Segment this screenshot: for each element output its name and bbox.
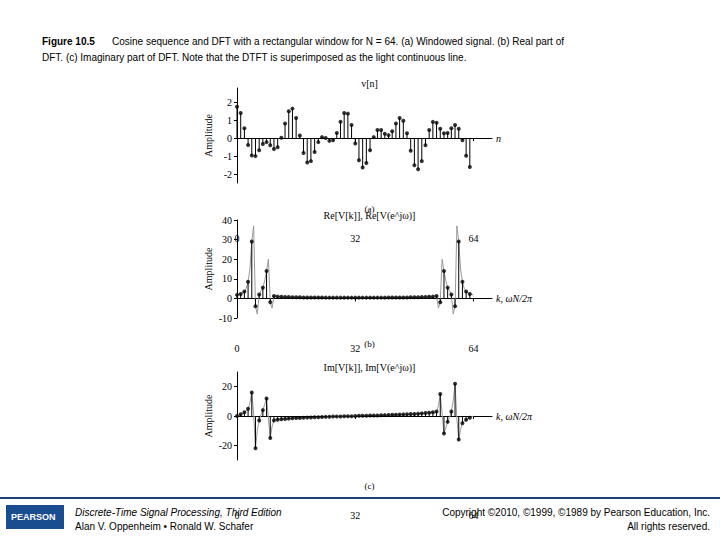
svg-text:v[n]: v[n] bbox=[361, 78, 378, 89]
svg-text:0: 0 bbox=[235, 510, 240, 521]
svg-text:32: 32 bbox=[350, 510, 360, 521]
svg-text:32: 32 bbox=[350, 233, 360, 244]
svg-text:(c): (c) bbox=[365, 481, 375, 491]
svg-text:0: 0 bbox=[227, 293, 232, 304]
svg-text:64: 64 bbox=[469, 510, 479, 521]
svg-text:k, ωN/2π: k, ωN/2π bbox=[496, 411, 533, 422]
svg-text:30: 30 bbox=[222, 234, 232, 245]
svg-text:-1: -1 bbox=[224, 151, 232, 162]
svg-text:64: 64 bbox=[469, 233, 479, 244]
svg-text:1: 1 bbox=[227, 115, 232, 126]
svg-text:Im[V[k]], Im[V(e^jω)]: Im[V[k]], Im[V(e^jω)] bbox=[324, 362, 416, 374]
svg-text:k, ωN/2π: k, ωN/2π bbox=[496, 293, 533, 304]
svg-text:20: 20 bbox=[222, 254, 232, 265]
svg-text:Discrete-Time Signal Processin: Discrete-Time Signal Processing, Third E… bbox=[75, 507, 282, 518]
svg-text:Amplitude: Amplitude bbox=[203, 394, 214, 437]
svg-text:Copyright ©2010, ©1999, ©1989: Copyright ©2010, ©1999, ©1989 by Pearson… bbox=[442, 507, 710, 518]
svg-text:Amplitude: Amplitude bbox=[203, 247, 214, 290]
svg-text:Cosine sequence and DFT with a: Cosine sequence and DFT with a rectangul… bbox=[112, 36, 564, 47]
svg-text:64: 64 bbox=[469, 343, 479, 354]
svg-text:Re[V[k]], Re[V(e^jω)]: Re[V[k]], Re[V(e^jω)] bbox=[324, 210, 416, 222]
svg-text:-20: -20 bbox=[219, 440, 232, 451]
svg-text:10: 10 bbox=[222, 273, 232, 284]
svg-text:-2: -2 bbox=[224, 169, 232, 180]
svg-text:0: 0 bbox=[227, 133, 232, 144]
svg-text:2: 2 bbox=[227, 97, 232, 108]
svg-text:n: n bbox=[496, 133, 501, 144]
svg-text:20: 20 bbox=[222, 381, 232, 392]
svg-text:0: 0 bbox=[227, 411, 232, 422]
svg-text:32: 32 bbox=[350, 343, 360, 354]
svg-text:Alan V. Oppenheim • Ronald W.: Alan V. Oppenheim • Ronald W. Schafer bbox=[75, 521, 254, 532]
svg-text:(a): (a) bbox=[364, 203, 375, 214]
svg-text:40: 40 bbox=[222, 215, 232, 226]
svg-text:Amplitude: Amplitude bbox=[203, 114, 214, 157]
svg-text:All rights reserved.: All rights reserved. bbox=[627, 521, 710, 532]
svg-text:0: 0 bbox=[235, 233, 240, 244]
svg-text:-10: -10 bbox=[219, 313, 232, 324]
svg-text:0: 0 bbox=[235, 343, 240, 354]
svg-text:(b): (b) bbox=[364, 339, 375, 349]
svg-text:Figure 10.5: Figure 10.5 bbox=[42, 36, 95, 47]
svg-text:DFT. (c) Imaginary part of DFT: DFT. (c) Imaginary part of DFT. Note tha… bbox=[42, 52, 466, 63]
svg-text:PEARSON: PEARSON bbox=[11, 512, 56, 522]
